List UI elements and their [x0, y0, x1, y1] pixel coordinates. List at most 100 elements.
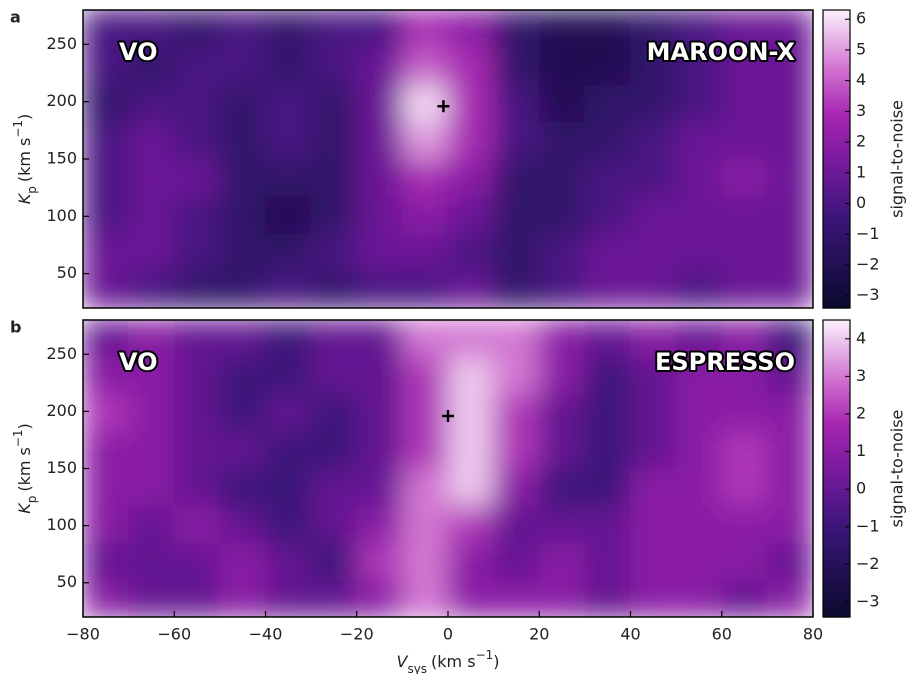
heatmap-cell [675, 83, 723, 122]
colorbar-step [823, 82, 850, 86]
heatmap-cell [766, 505, 813, 544]
colorbar-step [823, 57, 850, 61]
heatmap-cell [721, 232, 768, 271]
colorbar-step [823, 151, 850, 155]
heatmap-cell [630, 270, 677, 308]
colorbar-step [823, 67, 850, 71]
colorbar-step [823, 349, 850, 353]
heatmap-cell [128, 121, 175, 160]
colorbar-step [823, 144, 850, 148]
heatmap-cell [447, 579, 495, 617]
colorbar-step [823, 298, 850, 302]
heatmap-cell [83, 270, 130, 308]
colorbar-step [823, 419, 850, 423]
heatmap-cell [721, 356, 768, 396]
heatmap-cell [675, 121, 723, 160]
colorbar-step [823, 168, 850, 173]
heatmap-cell [584, 83, 631, 122]
colorbar-step [823, 69, 850, 73]
y-axis-label-unit: (km s [15, 138, 34, 183]
heatmap-cell [219, 83, 266, 122]
heatmap-cell [265, 47, 312, 86]
panel-annotation: VO [119, 348, 158, 376]
heatmap-cell [493, 10, 540, 48]
heatmap-cell [219, 196, 266, 235]
heatmap-cell [219, 467, 266, 506]
colorbar-step [823, 428, 850, 432]
colorbar-step [823, 463, 850, 467]
colorbar-step [823, 451, 850, 455]
colorbar-step [823, 453, 850, 457]
colorbar-step [823, 223, 850, 227]
heatmap-cell [401, 121, 449, 160]
heatmap-cell [401, 158, 449, 197]
colorbar-step [823, 329, 850, 333]
colorbar-step [823, 146, 850, 150]
colorbar-step [823, 493, 850, 497]
colorbar-step [823, 141, 850, 145]
colorbar-step [823, 124, 850, 128]
heatmap-cell [493, 541, 540, 581]
heatmap-cell [538, 232, 586, 271]
colorbar-step [823, 12, 850, 16]
heatmap-cell [83, 505, 130, 544]
colorbar-step [823, 74, 850, 78]
heatmap-cell [766, 196, 813, 235]
colorbar-step [823, 19, 850, 24]
heatmap-cell [766, 356, 813, 396]
x-axis-label: Vsys (km s−1) [396, 648, 499, 675]
colorbar-step [823, 126, 850, 130]
heatmap-cell [356, 121, 403, 160]
colorbar-step [823, 371, 850, 376]
colorbar [823, 320, 850, 618]
colorbar-step [823, 295, 850, 299]
marker [437, 100, 450, 113]
heatmap-cell [630, 467, 677, 506]
colorbar-step [823, 154, 850, 158]
colorbar-step [823, 409, 850, 413]
heatmap-cell [265, 467, 312, 506]
x-axis-label-main: V [396, 652, 408, 671]
colorbar-step [823, 198, 850, 202]
colorbar-step [823, 458, 850, 462]
heatmap-cell [173, 393, 221, 432]
colorbar-step [823, 161, 850, 165]
heatmap-cell [538, 121, 586, 160]
colorbar-step [823, 500, 850, 504]
heatmap-cell [721, 505, 768, 544]
heatmap-cell [766, 431, 813, 470]
colorbar-step [823, 562, 850, 566]
heatmap-cell [173, 83, 221, 122]
heatmap-cell [310, 393, 358, 432]
y-tick-label: 150 [46, 458, 77, 477]
heatmap-cell [173, 196, 221, 235]
colorbar-step [823, 433, 850, 437]
colorbar-step [823, 557, 850, 561]
heatmap-cell [538, 270, 586, 308]
colorbar-step [823, 582, 850, 586]
heatmap-cell [538, 579, 586, 617]
heatmap-cell [128, 579, 175, 617]
heatmap-cell [310, 47, 358, 86]
y-axis-label-close: ) [15, 114, 34, 120]
colorbar-step [823, 352, 850, 356]
heatmap-cell [766, 320, 813, 358]
heatmap-cell [128, 10, 175, 48]
marker [442, 409, 454, 422]
heatmap-cell [310, 356, 358, 396]
heatmap-cell [447, 320, 495, 358]
colorbar-step [823, 290, 850, 294]
colorbar-step [823, 466, 850, 470]
colorbar-step [823, 285, 850, 289]
x-tick-label: 80 [803, 625, 823, 644]
heatmap-cells [83, 10, 813, 308]
heatmap-cell [447, 270, 495, 308]
colorbar-step [823, 72, 850, 76]
colorbar-step [823, 515, 850, 519]
heatmap-cell [173, 121, 221, 160]
x-tick-label: −40 [249, 625, 283, 644]
colorbar-step [823, 532, 850, 536]
heatmap-cell [128, 431, 175, 470]
colorbar-step [823, 104, 850, 108]
heatmap-cell [265, 579, 312, 617]
